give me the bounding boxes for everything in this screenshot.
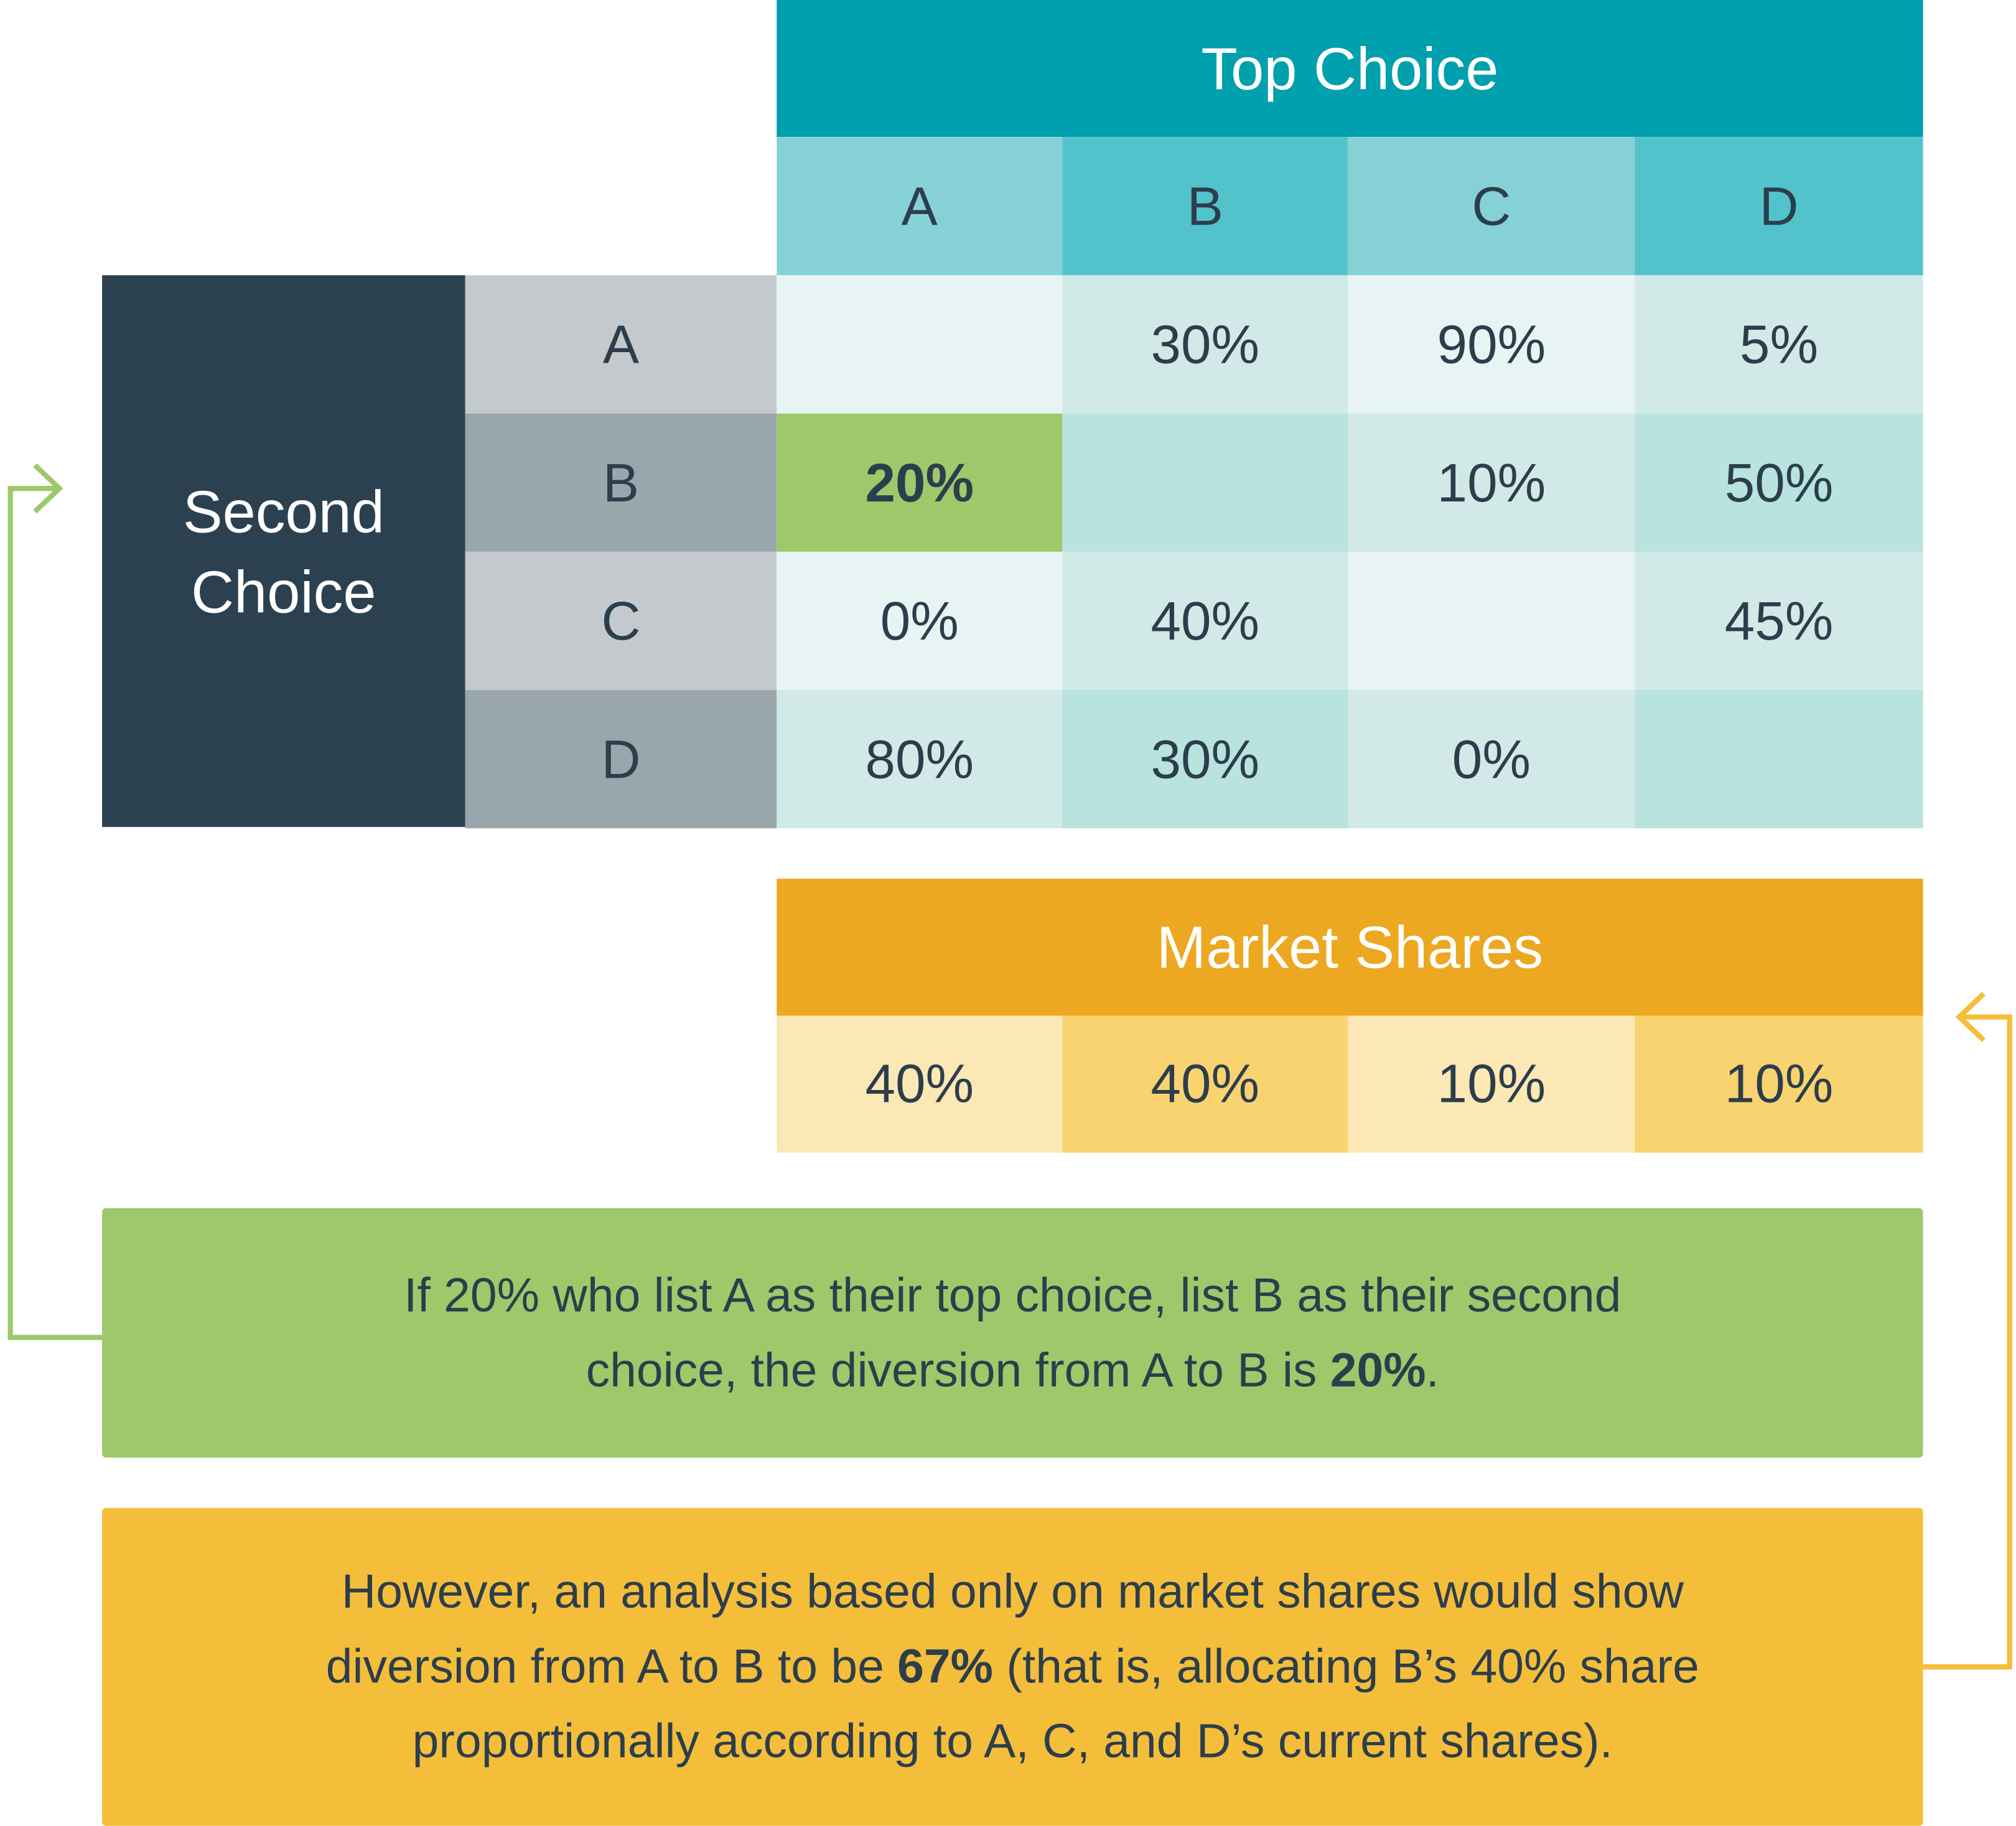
- column-header-b: B: [1062, 137, 1348, 276]
- row-header-a: A: [465, 275, 777, 414]
- yellow-connector-arrow: [1923, 1014, 2012, 1670]
- bold-value: 20%: [1330, 1343, 1426, 1397]
- matrix-cell: 80%: [777, 690, 1063, 829]
- green-arrowhead-icon: [33, 463, 63, 514]
- matrix-cell: 0%: [777, 551, 1063, 691]
- matrix-cell: [1348, 551, 1635, 691]
- market-share-c: 10%: [1348, 1015, 1635, 1153]
- bold-value: 67%: [897, 1639, 994, 1693]
- matrix-cell: 5%: [1635, 275, 1923, 414]
- column-header-c: C: [1348, 137, 1635, 276]
- top-choice-header: Top Choice: [777, 0, 1923, 137]
- row-header-b: B: [465, 413, 777, 552]
- green-connector-arrow: [7, 485, 103, 1340]
- green-note-box: If 20% who list A as their top choice, l…: [102, 1208, 1923, 1458]
- matrix-cell: 10%: [1348, 413, 1635, 552]
- column-header-d: D: [1635, 137, 1923, 276]
- green-note-line: choice, the diversion from A to B is 20%…: [586, 1333, 1439, 1407]
- column-header-a: A: [777, 137, 1063, 276]
- text: (that is, allocating B’s 40% share: [993, 1639, 1699, 1693]
- row-header-c: C: [465, 551, 777, 691]
- matrix-cell: [1062, 413, 1348, 552]
- matrix-cell: 30%: [1062, 690, 1348, 829]
- yellow-note-line: proportionally according to A, C, and D’…: [412, 1715, 1613, 1768]
- matrix-cell: [1635, 690, 1923, 829]
- text: .: [1426, 1343, 1439, 1397]
- highlighted-cell: 20%: [777, 413, 1063, 552]
- matrix-cell: 50%: [1635, 413, 1923, 552]
- second-choice-header: Second Choice: [102, 275, 465, 827]
- row-header-d: D: [465, 690, 777, 829]
- market-share-a: 40%: [777, 1015, 1063, 1153]
- text: choice, the diversion from A to B is: [586, 1343, 1330, 1397]
- yellow-note-box: However, an analysis based only on marke…: [102, 1507, 1923, 1826]
- matrix-cell: 0%: [1348, 690, 1635, 829]
- market-share-d: 10%: [1635, 1015, 1923, 1153]
- green-note-line: If 20% who list A as their top choice, l…: [404, 1268, 1622, 1321]
- matrix-cell: 30%: [1062, 275, 1348, 414]
- second-choice-label-2: Choice: [191, 557, 376, 625]
- text: diversion from A to B to be: [325, 1639, 898, 1693]
- matrix-cell: 40%: [1062, 551, 1348, 691]
- matrix-cell: [777, 275, 1063, 414]
- matrix-cell: 90%: [1348, 275, 1635, 414]
- yellow-note-line: diversion from A to B to be 67% (that is…: [326, 1629, 1699, 1704]
- matrix-cell: 45%: [1635, 551, 1923, 691]
- market-shares-header: Market Shares: [777, 878, 1923, 1016]
- yellow-note-line: However, an analysis based only on marke…: [341, 1565, 1684, 1618]
- market-share-b: 40%: [1062, 1015, 1348, 1153]
- yellow-arrowhead-icon: [1955, 992, 1986, 1043]
- second-choice-label-1: Second: [182, 477, 385, 545]
